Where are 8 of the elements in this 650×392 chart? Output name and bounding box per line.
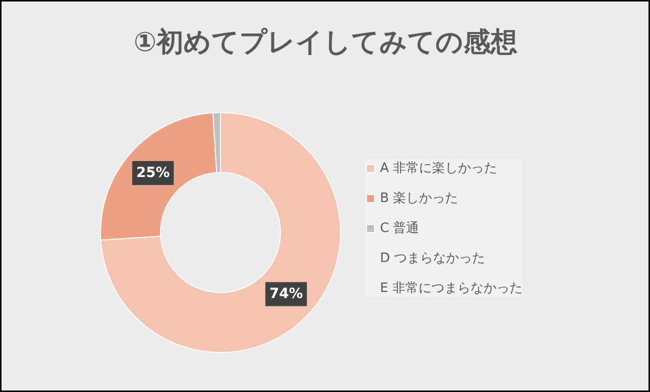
category-label: D つまらなかった <box>380 251 486 266</box>
legend-label: C 普通 <box>380 220 420 237</box>
data-label: 25% <box>136 164 170 181</box>
legend-label: A 非常に楽しかった <box>380 160 498 177</box>
data-label: 74% <box>269 286 303 302</box>
legend-label: B 楽しかった <box>380 190 458 207</box>
category-label: E 非常につまらなかった <box>380 281 522 296</box>
chart-title: ①初めてプレイしてみての感想 <box>134 27 518 58</box>
